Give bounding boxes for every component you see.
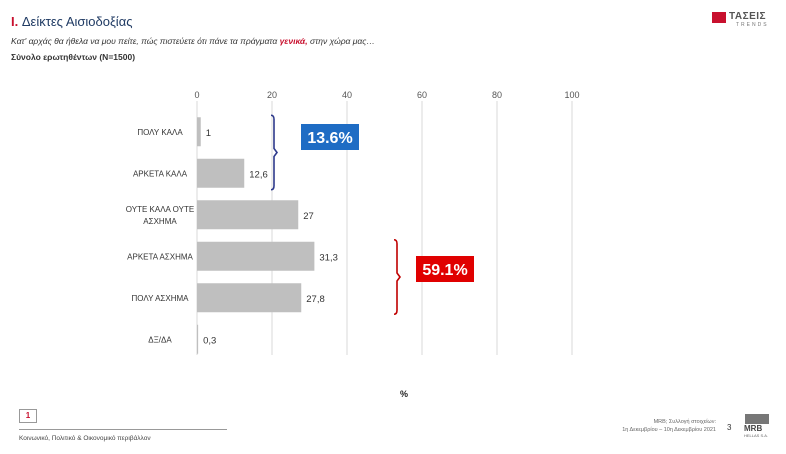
source-line-1: MRB; Συλλογή στοιχείων:: [653, 419, 716, 425]
bar: [197, 241, 315, 271]
category-label: ΠΟΛΥ ΚΑΛΑ: [137, 128, 183, 137]
page-number: 3: [727, 423, 732, 432]
x-tick-label: 40: [342, 90, 352, 100]
data-label: 31,3: [319, 252, 338, 263]
x-tick-label: 100: [564, 90, 579, 100]
category-label: ΠΟΛΥ ΑΣΧΗΜΑ: [132, 294, 190, 303]
data-label: 12,6: [249, 169, 268, 180]
bar: [197, 158, 245, 188]
logo-name: ΤΑΣΕΙΣ: [729, 11, 767, 22]
question-highlight: γενικά,: [279, 36, 308, 46]
section-title: Κοινωνικό, Πολιτικό & Οικονομικό περιβάλ…: [19, 435, 151, 442]
section-number-box: 1: [19, 409, 37, 423]
x-tick-label: 80: [492, 90, 502, 100]
tasis-logo: ΤΑΣΕΙΣ TRENDS: [712, 10, 772, 28]
data-label: 1: [206, 128, 211, 139]
bar: [197, 200, 299, 230]
x-tick-label: 60: [417, 90, 427, 100]
data-label: 27: [303, 211, 314, 222]
title-text: Δείκτες Αισιοδοξίας: [21, 14, 133, 29]
annotation-label: 59.1%: [422, 262, 467, 279]
bracket: [393, 238, 401, 316]
annotation-label: 13.6%: [307, 130, 352, 147]
mrb-sub: HELLAS S.A.: [744, 433, 769, 438]
category-label: ΑΡΚΕΤΑ ΑΣΧΗΜΑ: [127, 252, 193, 261]
mrb-logo: MRB HELLAS S.A.: [743, 414, 771, 440]
logo-sub: TRENDS: [736, 22, 769, 28]
x-tick-label: 20: [267, 90, 277, 100]
question-text: Κατ' αρχάς θα ήθελα να μου πείτε, πώς πι…: [11, 36, 375, 46]
logo-mark-icon: [712, 12, 726, 23]
footer-divider: [19, 429, 227, 430]
sample-size: Σύνολο ερωτηθέντων (Ν=1500): [11, 52, 136, 62]
question-post: στην χώρα μας…: [307, 36, 375, 46]
annotation-box: [416, 256, 474, 282]
category-label: ΑΡΚΕΤΑ ΚΑΛΑ: [133, 169, 188, 178]
data-label: 0,3: [203, 335, 216, 346]
bar: [197, 283, 302, 313]
source-note: MRB; Συλλογή στοιχείων: 1η Δεκεμβρίου – …: [622, 418, 716, 434]
x-axis-label: %: [400, 389, 409, 399]
category-label: ΔΞ/ΔΑ: [148, 335, 172, 344]
question-pre: Κατ' αρχάς θα ήθελα να μου πείτε, πώς πι…: [11, 36, 280, 46]
mrb-mark-icon: [745, 414, 769, 424]
bar: [197, 324, 199, 354]
data-label: 27,8: [306, 294, 325, 305]
category-label: ΟΥΤΕ ΚΑΛΑ ΟΥΤΕ ΑΣΧΗΜΑ: [126, 205, 194, 226]
annotation-box: [301, 124, 359, 150]
title-number: I.: [11, 14, 19, 29]
bracket: [270, 114, 278, 191]
page-title: I. Δείκτες Αισιοδοξίας: [11, 14, 132, 29]
x-tick-label: 0: [194, 90, 199, 100]
bar: [197, 117, 201, 147]
mrb-name: MRB: [744, 424, 763, 433]
source-line-2: 1η Δεκεμβρίου – 10η Δεκεμβρίου 2021: [622, 427, 716, 433]
